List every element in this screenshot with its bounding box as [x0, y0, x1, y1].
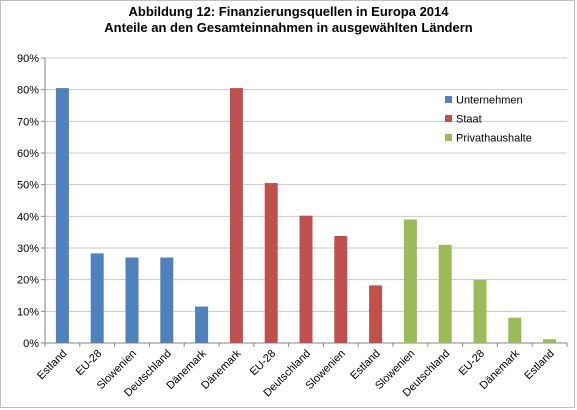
x-category-label: EU-28: [74, 348, 105, 379]
bar-staat-estland: [369, 285, 382, 343]
bar-staat-slowenien: [334, 236, 347, 343]
bar-privathaushalte-slowenien: [404, 220, 417, 344]
bar-privathaushalte-deutschland: [439, 245, 452, 343]
y-tick-label: 20%: [17, 275, 39, 287]
y-tick-label: 50%: [17, 180, 39, 192]
legend-swatch: [445, 134, 452, 141]
y-tick-label: 70%: [17, 116, 39, 128]
legend-entry: Unternehmen: [456, 95, 523, 107]
legend-entry: Staat: [456, 114, 482, 126]
bar-staat-dänemark: [230, 88, 243, 343]
legend-swatch: [445, 96, 452, 103]
x-category-label: Estland: [348, 348, 382, 382]
bar-staat-deutschland: [300, 216, 313, 343]
y-tick-label: 40%: [17, 211, 39, 223]
x-category-label: Estland: [522, 348, 556, 382]
bar-unternehmen-estland: [56, 88, 69, 343]
bar-privathaushalte-eu-28: [474, 280, 487, 343]
bar-unternehmen-eu-28: [91, 253, 104, 343]
bar-unternehmen-deutschland: [160, 258, 173, 344]
y-tick-label: 60%: [17, 148, 39, 160]
y-tick-label: 30%: [17, 243, 39, 255]
bar-unternehmen-slowenien: [126, 258, 139, 344]
x-category-label: EU-28: [457, 348, 488, 379]
bar-privathaushalte-dänemark: [508, 318, 521, 343]
y-tick-label: 10%: [17, 306, 39, 318]
bar-privathaushalte-estland: [543, 339, 556, 343]
y-tick-label: 80%: [17, 85, 39, 97]
x-category-label: EU-28: [248, 348, 279, 379]
bar-staat-eu-28: [265, 183, 278, 343]
legend-entry: Privathaushalte: [456, 133, 532, 145]
x-category-label: Estland: [35, 348, 69, 382]
y-tick-label: 90%: [17, 53, 39, 65]
bar-unternehmen-dänemark: [195, 307, 208, 343]
y-tick-label: 0%: [23, 338, 39, 350]
legend-swatch: [445, 115, 452, 122]
